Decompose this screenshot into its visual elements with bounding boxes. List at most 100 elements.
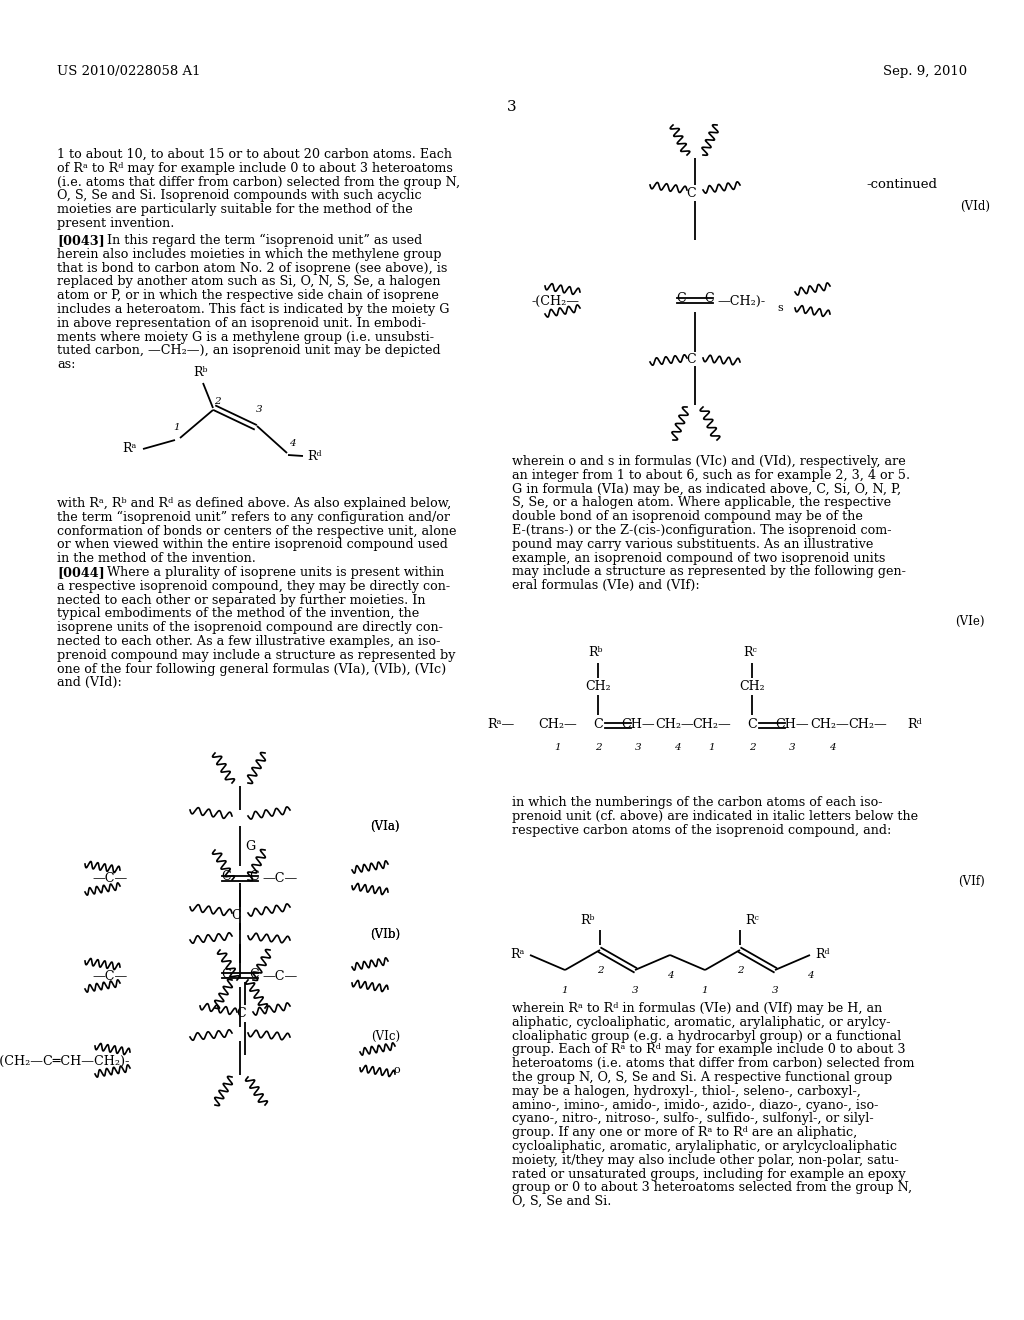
Text: with Rᵃ, Rᵇ and Rᵈ as defined above. As also explained below,: with Rᵃ, Rᵇ and Rᵈ as defined above. As … [57, 498, 452, 510]
Text: C: C [237, 1007, 246, 1020]
Text: CH₂: CH₂ [585, 681, 610, 693]
Text: wherein Rᵃ to Rᵈ in formulas (VIe) and (VIf) may be H, an: wherein Rᵃ to Rᵈ in formulas (VIe) and (… [512, 1002, 883, 1015]
Text: CH₂: CH₂ [739, 681, 765, 693]
Text: CH₂—: CH₂— [692, 718, 731, 731]
Text: C: C [221, 968, 230, 981]
Text: C: C [686, 352, 696, 366]
Text: Rᵇ: Rᵇ [581, 913, 595, 927]
Text: Rᵇ: Rᵇ [194, 367, 208, 380]
Text: respective carbon atoms of the isoprenoid compound, and:: respective carbon atoms of the isoprenoi… [512, 824, 891, 837]
Text: replaced by another atom such as Si, O, N, S, Se, a halogen: replaced by another atom such as Si, O, … [57, 276, 440, 288]
Text: cycloaliphatic, aromatic, arylaliphatic, or arylcycloaliphatic: cycloaliphatic, aromatic, arylaliphatic,… [512, 1140, 897, 1152]
Text: group. If any one or more of Rᵃ to Rᵈ are an aliphatic,: group. If any one or more of Rᵃ to Rᵈ ar… [512, 1126, 857, 1139]
Text: Where a plurality of isoprene units is present within: Where a plurality of isoprene units is p… [106, 566, 444, 579]
Text: C: C [231, 909, 241, 921]
Text: US 2010/0228058 A1: US 2010/0228058 A1 [57, 65, 201, 78]
Text: group. Each of Rᵃ to Rᵈ may for example include 0 to about 3: group. Each of Rᵃ to Rᵈ may for example … [512, 1043, 905, 1056]
Text: 3: 3 [507, 100, 517, 114]
Text: the group N, O, S, Se and Si. A respective functional group: the group N, O, S, Se and Si. A respecti… [512, 1071, 892, 1084]
Text: E-(trans-) or the Z-(cis-)configuration. The isoprenoid com-: E-(trans-) or the Z-(cis-)configuration.… [512, 524, 892, 537]
Text: 1: 1 [562, 986, 568, 995]
Text: double bond of an isoprenoid compound may be of the: double bond of an isoprenoid compound ma… [512, 511, 863, 523]
Text: 4: 4 [828, 743, 836, 752]
Text: O, S, Se and Si.: O, S, Se and Si. [512, 1195, 611, 1208]
Text: includes a heteroatom. This fact is indicated by the moiety G: includes a heteroatom. This fact is indi… [57, 304, 450, 315]
Text: nected to each other. As a few illustrative examples, an iso-: nected to each other. As a few illustrat… [57, 635, 440, 648]
Text: the term “isoprenoid unit” refers to any configuration and/or: the term “isoprenoid unit” refers to any… [57, 511, 450, 524]
Text: (VId): (VId) [961, 201, 990, 213]
Text: 4: 4 [289, 438, 295, 447]
Text: C: C [686, 187, 696, 201]
Text: Rᵈ: Rᵈ [307, 450, 322, 463]
Text: 3: 3 [635, 743, 641, 752]
Text: 1: 1 [174, 422, 180, 432]
Text: cyano-, nitro-, nitroso-, sulfo-, sulfido-, sulfonyl-, or silyl-: cyano-, nitro-, nitroso-, sulfo-, sulfid… [512, 1113, 873, 1126]
Text: —C—: —C— [262, 969, 297, 982]
Text: prenoid compound may include a structure as represented by: prenoid compound may include a structure… [57, 649, 456, 661]
Text: or when viewed within the entire isoprenoid compound used: or when viewed within the entire isopren… [57, 539, 447, 552]
Text: C: C [676, 293, 686, 305]
Text: 2: 2 [749, 743, 756, 752]
Text: group or 0 to about 3 heteroatoms selected from the group N,: group or 0 to about 3 heteroatoms select… [512, 1181, 912, 1195]
Text: 2: 2 [736, 966, 743, 975]
Text: 3: 3 [788, 743, 796, 752]
Text: O, S, Se and Si. Isoprenoid compounds with such acyclic: O, S, Se and Si. Isoprenoid compounds wi… [57, 189, 422, 202]
Text: (VIf): (VIf) [958, 875, 985, 888]
Text: CH₂—: CH₂— [539, 718, 578, 731]
Text: -(CH₂—: -(CH₂— [532, 294, 580, 308]
Text: in which the numberings of the carbon atoms of each iso-: in which the numberings of the carbon at… [512, 796, 883, 809]
Text: 2: 2 [214, 396, 220, 405]
Text: typical embodiments of the method of the invention, the: typical embodiments of the method of the… [57, 607, 419, 620]
Text: conformation of bonds or centers of the respective unit, alone: conformation of bonds or centers of the … [57, 524, 457, 537]
Text: C: C [249, 968, 259, 981]
Text: 1: 1 [709, 743, 716, 752]
Text: isoprene units of the isoprenoid compound are directly con-: isoprene units of the isoprenoid compoun… [57, 622, 442, 634]
Text: as:: as: [57, 358, 76, 371]
Text: 4: 4 [674, 743, 680, 752]
Text: (VIe): (VIe) [955, 615, 985, 628]
Text: heteroatoms (i.e. atoms that differ from carbon) selected from: heteroatoms (i.e. atoms that differ from… [512, 1057, 914, 1071]
Text: 1 to about 10, to about 15 or to about 20 carbon atoms. Each: 1 to about 10, to about 15 or to about 2… [57, 148, 452, 161]
Text: 3: 3 [772, 986, 778, 995]
Text: 4: 4 [807, 972, 813, 979]
Text: nected to each other or separated by further moieties. In: nected to each other or separated by fur… [57, 594, 426, 607]
Text: 4: 4 [667, 972, 674, 979]
Text: aliphatic, cycloaliphatic, aromatic, arylaliphatic, or arylcy-: aliphatic, cycloaliphatic, aromatic, ary… [512, 1016, 891, 1028]
Text: one of the four following general formulas (VIa), (VIb), (VIc): one of the four following general formul… [57, 663, 446, 676]
Text: amino-, imino-, amido-, imido-, azido-, diazo-, cyano-, iso-: amino-, imino-, amido-, imido-, azido-, … [512, 1098, 879, 1111]
Text: —C—: —C— [262, 873, 297, 886]
Text: C: C [593, 718, 603, 731]
Text: 1: 1 [701, 986, 709, 995]
Text: 1: 1 [555, 743, 561, 752]
Text: and (VId):: and (VId): [57, 676, 122, 689]
Text: 2: 2 [597, 966, 603, 975]
Text: CH—: CH— [775, 718, 809, 731]
Text: C: C [748, 718, 757, 731]
Text: in above representation of an isoprenoid unit. In embodi-: in above representation of an isoprenoid… [57, 317, 426, 330]
Text: an integer from 1 to about 6, such as for example 2, 3, 4 or 5.: an integer from 1 to about 6, such as fo… [512, 469, 910, 482]
Text: (VIb): (VIb) [370, 928, 400, 941]
Text: S, Se, or a halogen atom. Where applicable, the respective: S, Se, or a halogen atom. Where applicab… [512, 496, 891, 510]
Text: CH—: CH— [622, 718, 654, 731]
Text: Rᵃ: Rᵃ [511, 949, 525, 961]
Text: Rᶜ: Rᶜ [743, 647, 757, 660]
Text: present invention.: present invention. [57, 216, 174, 230]
Text: [0043]: [0043] [57, 234, 104, 247]
Text: 3: 3 [632, 986, 638, 995]
Text: s: s [777, 304, 782, 313]
Text: moieties are particularly suitable for the method of the: moieties are particularly suitable for t… [57, 203, 413, 216]
Text: -(CH₂—C═CH—CH₂)-: -(CH₂—C═CH—CH₂)- [0, 1055, 130, 1068]
Text: —CH₂)-: —CH₂)- [717, 294, 765, 308]
Text: CH₂—: CH₂— [811, 718, 849, 731]
Text: may be a halogen, hydroxyl-, thiol-, seleno-, carboxyl-,: may be a halogen, hydroxyl-, thiol-, sel… [512, 1085, 861, 1098]
Text: in the method of the invention.: in the method of the invention. [57, 552, 256, 565]
Text: ments where moiety G is a methylene group (i.e. unsubsti-: ments where moiety G is a methylene grou… [57, 330, 434, 343]
Text: (VIa): (VIa) [371, 820, 400, 833]
Text: —C—: —C— [93, 969, 128, 982]
Text: —C—: —C— [93, 873, 128, 886]
Text: cloaliphatic group (e.g. a hydrocarbyl group) or a functional: cloaliphatic group (e.g. a hydrocarbyl g… [512, 1030, 901, 1043]
Text: atom or P, or in which the respective side chain of isoprene: atom or P, or in which the respective si… [57, 289, 439, 302]
Text: C: C [221, 870, 230, 883]
Text: prenoid unit (cf. above) are indicated in italic letters below the: prenoid unit (cf. above) are indicated i… [512, 809, 919, 822]
Text: [0044]: [0044] [57, 566, 104, 579]
